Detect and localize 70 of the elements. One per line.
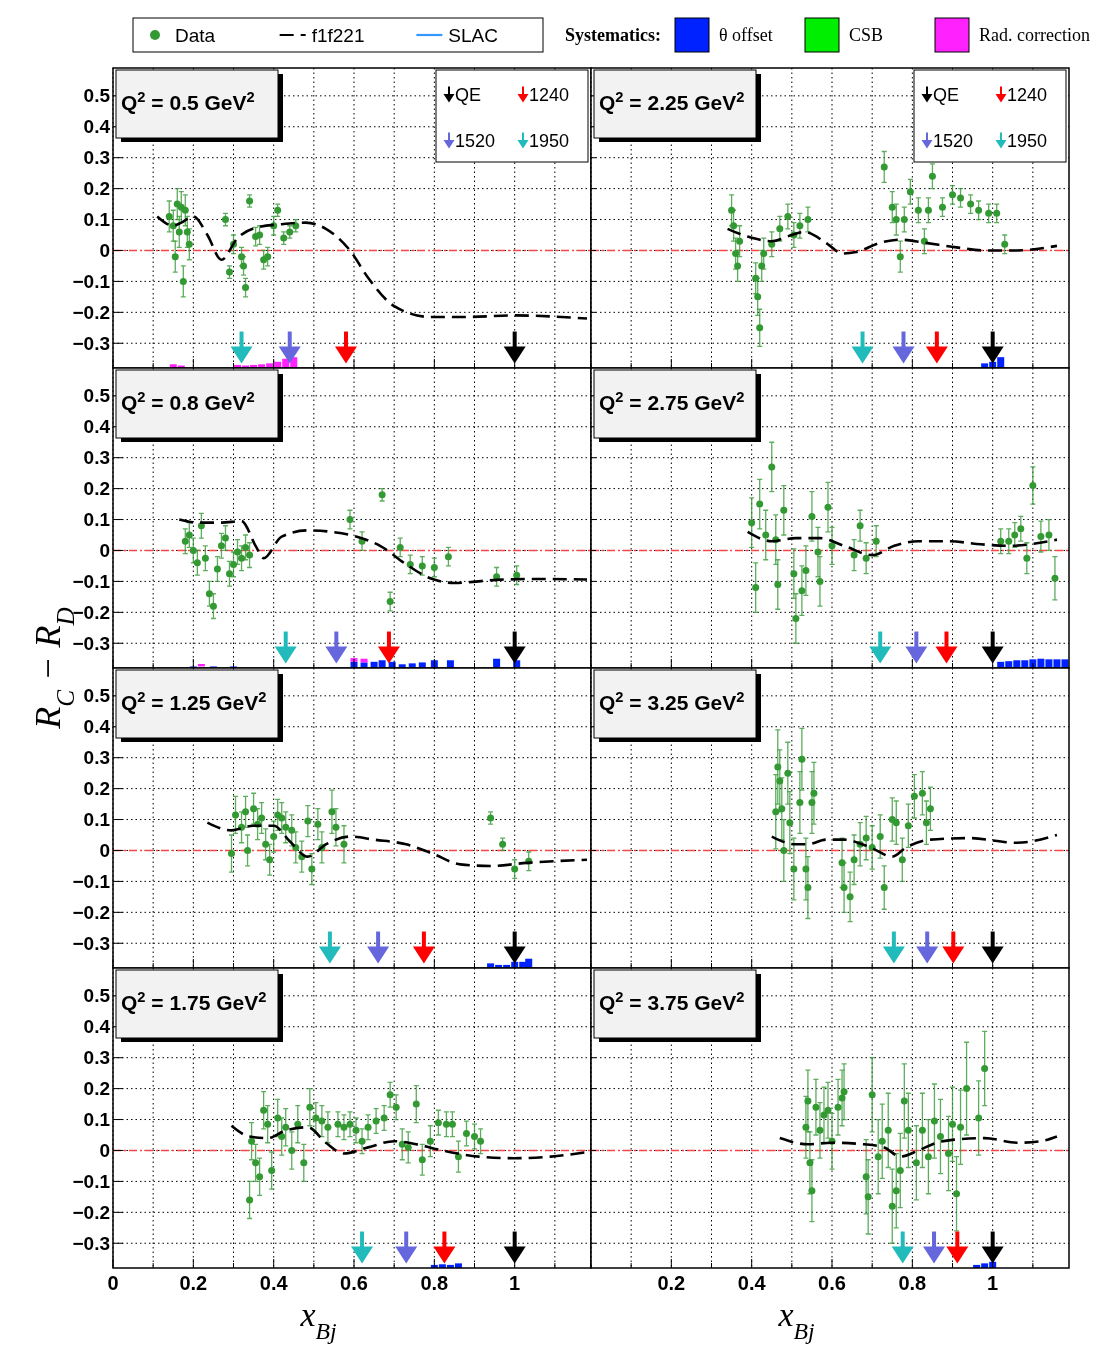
y-tick-label: −0.1 — [72, 1171, 111, 1193]
text: Q$^{2}$ = 1.75 GeV$^{2}$ — [121, 989, 267, 1014]
text: Q$^{2}$ = 3.25 GeV$^{2}$ — [599, 689, 745, 714]
text: Q$^{2}$ = 2.25 GeV$^{2}$ — [599, 89, 745, 114]
y-tick-label: −0.3 — [72, 332, 110, 354]
y-tick-label: −0.1 — [72, 871, 111, 893]
legend-label: 1240 — [1007, 85, 1048, 106]
x-axis-title: x$_{Bj}$ — [299, 1296, 338, 1344]
x-axis-title: x$_{Bj}$ — [777, 1296, 816, 1344]
x-tick-label: 1 — [509, 1272, 521, 1294]
x-tick-label: 0.8 — [898, 1272, 927, 1294]
y-tick-label: −0.3 — [72, 932, 110, 954]
y-tick-label: 0.3 — [83, 447, 110, 469]
y-tick-label: −0.1 — [72, 271, 111, 293]
legend-label: 1240 — [529, 85, 570, 106]
y-tick-label: −0.3 — [72, 1232, 110, 1254]
x-tick-label: 1 — [987, 1272, 999, 1294]
y-tick-label: 0 — [99, 1140, 110, 1162]
x-tick-label: 0.2 — [179, 1272, 208, 1294]
y-tick-label: 0.3 — [83, 747, 110, 769]
legend-label: 1950 — [1007, 131, 1048, 152]
y-tick-label: 0.5 — [83, 985, 111, 1007]
y-tick-label: 0.1 — [83, 509, 111, 531]
y-tick-label: 0.1 — [83, 809, 111, 831]
y-tick-label: 0.4 — [83, 116, 111, 138]
y-tick-label: 0.2 — [83, 778, 110, 800]
legend-title: Systematics: — [565, 25, 661, 46]
text: Q$^{2}$ = 0.5 GeV$^{2}$ — [121, 89, 255, 114]
y-tick-label: −0.1 — [72, 571, 111, 593]
legend-label: Rad. correction — [979, 25, 1090, 46]
y-tick-label: 0.5 — [83, 385, 111, 407]
x-tick-label: 0.6 — [818, 1272, 846, 1294]
legend-label: QE — [933, 85, 960, 106]
legend-label: θ offset — [719, 25, 773, 46]
text: Q$^{2}$ = 3.75 GeV$^{2}$ — [599, 989, 745, 1014]
y-tick-label: 0 — [99, 240, 110, 262]
x-tick-label: 0.4 — [737, 1272, 767, 1294]
x-tick-label: 0.6 — [340, 1272, 368, 1294]
y-tick-label: 0.4 — [83, 716, 111, 738]
x-tick-label: 0.8 — [420, 1272, 449, 1294]
legend-label: 1950 — [529, 131, 570, 152]
legend-label: Data — [175, 24, 216, 46]
y-tick-label: 0.4 — [83, 1016, 111, 1038]
y-tick-label: 0.2 — [83, 178, 110, 200]
text: Q$^{2}$ = 2.75 GeV$^{2}$ — [599, 389, 745, 414]
legend-label: 1520 — [933, 131, 974, 152]
text: Q$^{2}$ = 0.8 GeV$^{2}$ — [121, 389, 255, 414]
y-tick-label: 0.5 — [83, 85, 111, 107]
y-tick-label: 0.2 — [83, 1078, 110, 1100]
text: Q$^{2}$ = 1.25 GeV$^{2}$ — [121, 689, 267, 714]
legend-label: CSB — [849, 25, 884, 46]
y-tick-label: 0.4 — [83, 416, 111, 438]
y-tick-label: −0.2 — [72, 901, 110, 923]
x-tick-label: 0.2 — [657, 1272, 686, 1294]
y-tick-label: 0.3 — [83, 147, 110, 169]
y-tick-label: 0.1 — [83, 209, 111, 231]
y-tick-label: 0.1 — [83, 1109, 111, 1131]
legend-label: SLAC — [448, 24, 498, 46]
y-tick-label: −0.3 — [72, 632, 110, 654]
y-tick-label: −0.2 — [72, 301, 110, 323]
y-tick-label: 0 — [99, 840, 110, 862]
x-tick-label: 0.4 — [259, 1272, 289, 1294]
y-tick-label: 0.5 — [83, 685, 111, 707]
y-tick-label: 0.2 — [83, 478, 110, 500]
legend-label: f1f221 — [311, 24, 365, 46]
y-tick-label: 0.3 — [83, 1047, 110, 1069]
y-tick-label: 0 — [99, 540, 110, 562]
y-tick-label: −0.2 — [72, 1201, 110, 1223]
legend-label: 1520 — [455, 131, 496, 152]
legend-label: QE — [455, 85, 482, 106]
